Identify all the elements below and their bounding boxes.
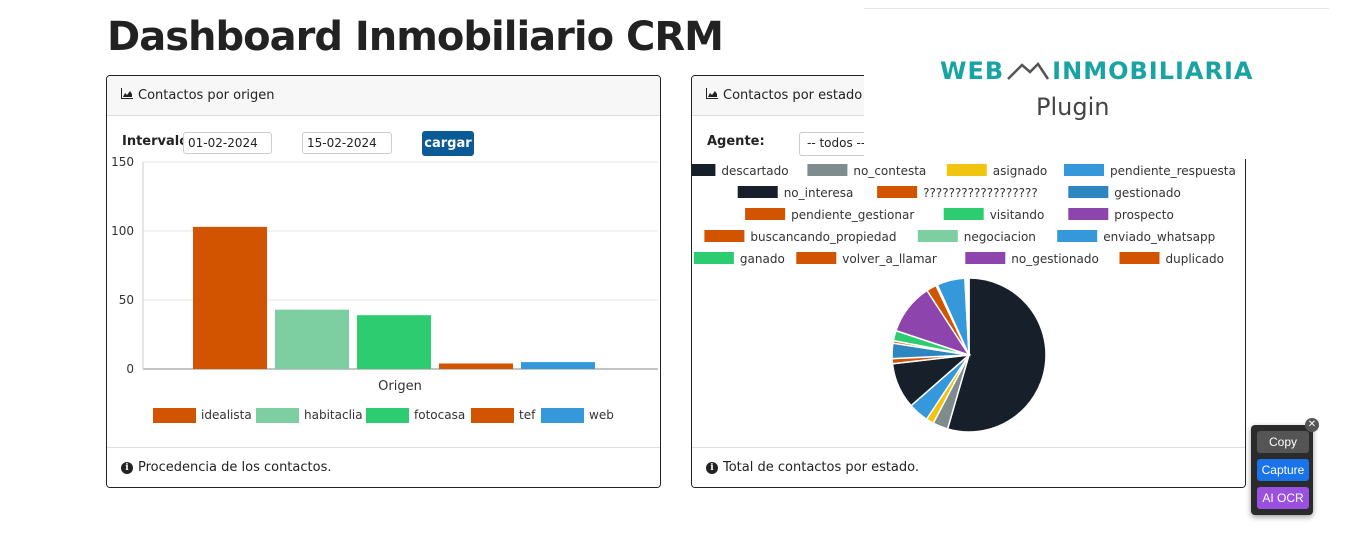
legend-swatch bbox=[153, 408, 196, 423]
date-from-input[interactable] bbox=[183, 132, 272, 154]
area-chart-icon bbox=[121, 88, 133, 103]
legend-swatch bbox=[877, 186, 918, 198]
bar-fotocasa bbox=[357, 315, 431, 369]
legend-label: no_gestionado bbox=[1011, 252, 1099, 266]
y-tick-label: 150 bbox=[111, 156, 134, 169]
legend-label: gestionado bbox=[1114, 186, 1181, 200]
legend-label: fotocasa bbox=[414, 408, 465, 422]
legend-label: negociacion bbox=[964, 230, 1036, 244]
legend-swatch bbox=[692, 164, 716, 176]
legend-swatch bbox=[796, 252, 837, 264]
legend-label: buscancando_propiedad bbox=[750, 230, 896, 244]
y-tick-label: 50 bbox=[119, 293, 134, 307]
ocr-widget: Copy Capture AI OCR bbox=[1251, 425, 1313, 515]
card-title: Contactos por origen bbox=[138, 88, 275, 103]
y-tick-label: 0 bbox=[126, 362, 134, 376]
web-inmobiliaria-logo: WEB INMOBILIARIA Plugin bbox=[864, 8, 1329, 159]
info-icon: i bbox=[121, 461, 133, 474]
interval-label: Intervalo: bbox=[122, 134, 194, 149]
x-axis-label: Origen bbox=[378, 379, 422, 394]
bar-habitaclia bbox=[275, 309, 349, 369]
area-chart-icon bbox=[706, 88, 718, 103]
legend-label: pendiente_gestionar bbox=[791, 208, 914, 222]
legend-swatch bbox=[1064, 164, 1104, 176]
legend-swatch bbox=[366, 408, 409, 423]
card-footer-text: Procedencia de los contactos. bbox=[138, 460, 332, 475]
legend-label: asignado bbox=[993, 164, 1047, 178]
legend-swatch bbox=[1119, 252, 1160, 264]
page-title: Dashboard Inmobiliario CRM bbox=[107, 14, 724, 60]
legend-label: no_contesta bbox=[853, 164, 926, 178]
legend-label: web bbox=[589, 408, 614, 422]
legend-label: descartado bbox=[721, 164, 788, 178]
card-title: Contactos por estado bbox=[723, 88, 863, 103]
card-header: Contactos por origen bbox=[107, 76, 660, 116]
legend-swatch bbox=[1068, 208, 1109, 220]
info-icon: i bbox=[706, 461, 718, 474]
capture-button[interactable]: Capture bbox=[1257, 459, 1309, 481]
load-button[interactable]: cargar bbox=[422, 131, 474, 156]
card-footer: i Procedencia de los contactos. bbox=[107, 447, 660, 487]
legend-swatch bbox=[704, 230, 745, 242]
legend-swatch bbox=[693, 252, 734, 264]
legend-swatch bbox=[737, 186, 778, 198]
legend-swatch bbox=[943, 208, 984, 220]
card-footer-text: Total de contactos por estado. bbox=[723, 460, 920, 475]
legend-label: pendiente_respuesta bbox=[1110, 164, 1236, 178]
copy-button[interactable]: Copy bbox=[1257, 431, 1309, 453]
legend-label: prospecto bbox=[1114, 208, 1174, 222]
legend-label: duplicado bbox=[1166, 252, 1224, 266]
origin-bar-chart: 0 50 100 150 Origen idealista habitaclia fotoca… bbox=[111, 156, 658, 423]
legend-swatch bbox=[1068, 186, 1109, 198]
card-footer: i Total de contactos por estado. bbox=[692, 447, 1245, 487]
logo-text-inmobiliaria: INMOBILIARIA bbox=[1052, 57, 1254, 85]
close-icon[interactable]: ✕ bbox=[1305, 418, 1319, 432]
legend-swatch bbox=[745, 208, 786, 220]
legend-swatch bbox=[256, 408, 299, 423]
y-tick-label: 100 bbox=[111, 224, 134, 238]
legend-swatch bbox=[917, 230, 958, 242]
legend-swatch bbox=[946, 164, 987, 176]
legend-label: volver_a_llamar bbox=[842, 252, 937, 266]
logo-text-web: WEB bbox=[940, 57, 1005, 85]
legend-label: visitando bbox=[990, 208, 1045, 222]
legend-swatch bbox=[541, 408, 584, 423]
legend-swatch bbox=[965, 252, 1006, 264]
status-pie-chart: descartado no_contesta asignado pendiente_r… bbox=[692, 164, 1236, 433]
legend-label: enviado_whatsapp bbox=[1103, 230, 1215, 244]
roof-icon bbox=[1007, 62, 1050, 80]
legend-label: ganado bbox=[740, 252, 785, 266]
bar-idealista bbox=[193, 226, 267, 369]
legend-label: no_interesa bbox=[784, 186, 854, 200]
legend-swatch bbox=[1057, 230, 1098, 242]
date-to-input[interactable] bbox=[302, 132, 392, 154]
logo-wordmark: WEB INMOBILIARIA bbox=[940, 57, 1253, 85]
legend-label: habitaclia bbox=[304, 408, 363, 422]
bar-tef bbox=[439, 363, 513, 369]
legend-label: idealista bbox=[201, 408, 252, 422]
pie-slice-duplicado bbox=[967, 277, 970, 356]
logo-subtitle: Plugin bbox=[1036, 93, 1110, 121]
pie-slice-descartado bbox=[946, 277, 1047, 433]
legend-swatch bbox=[807, 164, 848, 176]
contacts-by-origin-card: Contactos por origen Intervalo: cargar 0… bbox=[106, 75, 661, 488]
legend-swatch bbox=[471, 408, 514, 423]
agent-label: Agente: bbox=[707, 134, 765, 149]
legend-label: ?????????????????? bbox=[923, 186, 1038, 200]
bar-web bbox=[521, 362, 595, 369]
legend-label: tef bbox=[519, 408, 536, 422]
ai-ocr-button[interactable]: AI OCR bbox=[1257, 487, 1309, 509]
